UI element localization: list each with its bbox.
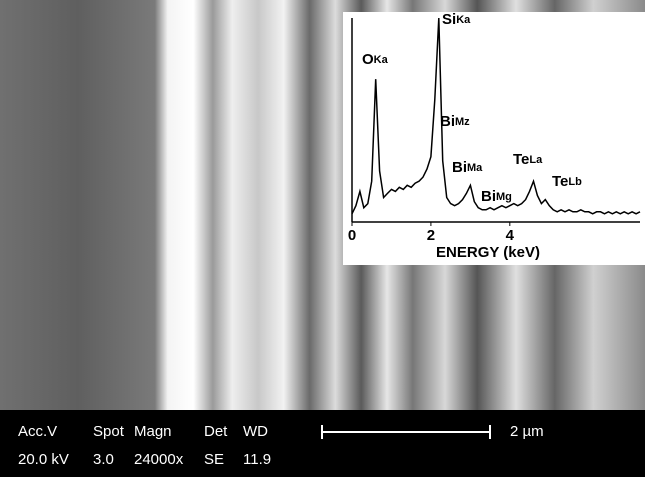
peak-label: TeLb xyxy=(552,173,582,190)
peak-line: La xyxy=(529,154,543,166)
info-value: 24000x xyxy=(134,451,184,468)
peak-label: BiMa xyxy=(452,159,483,176)
x-tick-label: 4 xyxy=(506,227,515,244)
peak-element: Te xyxy=(552,173,568,190)
peak-line: Ka xyxy=(374,54,389,66)
spectrum-inset xyxy=(343,12,645,265)
info-header: Acc.V xyxy=(18,423,57,440)
peak-label: BiMz xyxy=(440,113,470,130)
info-header: WD xyxy=(243,423,268,440)
peak-element: Bi xyxy=(452,159,467,176)
peak-element: Si xyxy=(442,11,456,28)
peak-label: BiMg xyxy=(481,188,512,205)
peak-label: OKa xyxy=(362,51,389,68)
info-value: 3.0 xyxy=(93,451,114,468)
peak-line: Mz xyxy=(455,116,470,128)
x-axis-label: ENERGY (keV) xyxy=(436,244,540,261)
info-value: 20.0 kV xyxy=(18,451,69,468)
info-header: Spot xyxy=(93,423,125,440)
peak-element: Te xyxy=(513,151,529,168)
peak-line: Ma xyxy=(467,162,483,174)
scale-bar-label: 2 µm xyxy=(510,423,544,440)
peak-label: TeLa xyxy=(513,151,543,168)
peak-label: SiKa xyxy=(442,11,471,28)
x-tick-label: 0 xyxy=(348,227,356,244)
peak-element: O xyxy=(362,51,374,68)
peak-element: Bi xyxy=(440,113,455,130)
info-header: Det xyxy=(204,423,228,440)
peak-line: Ka xyxy=(456,14,471,26)
info-value: SE xyxy=(204,451,224,468)
peak-line: Mg xyxy=(496,191,512,203)
sem-figure: Acc.V Spot Magn Det WD 20.0 kV 3.0 24000… xyxy=(0,0,645,477)
peak-line: Lb xyxy=(568,176,582,188)
info-header: Magn xyxy=(134,423,172,440)
peak-element: Bi xyxy=(481,188,496,205)
x-tick-label: 2 xyxy=(427,227,435,244)
info-value: 11.9 xyxy=(243,451,271,468)
